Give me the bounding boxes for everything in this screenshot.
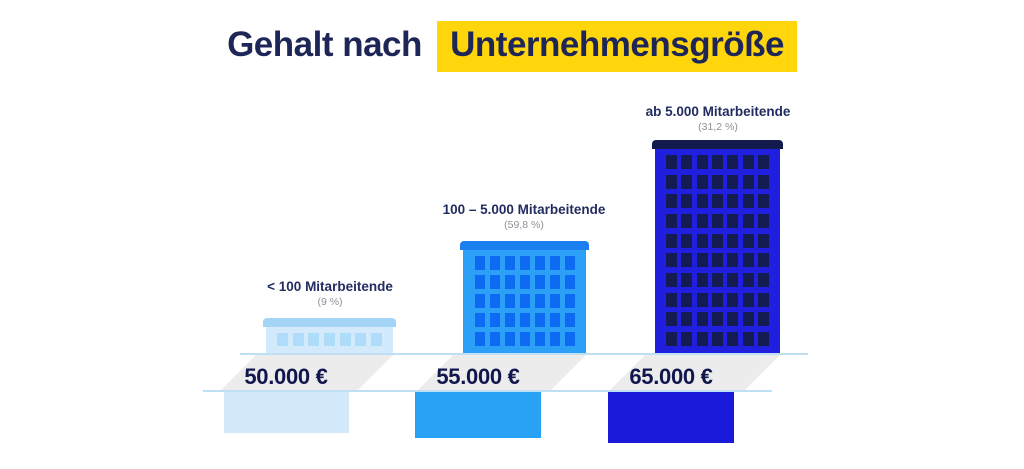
salary-value-medium: 55.000 € [436,364,520,389]
category-name: ab 5.000 Mitarbeitende [645,104,791,119]
building-icon-medium [460,241,589,353]
chart-title-prefix: Gehalt nach [227,25,422,64]
building-icon-small [263,318,396,353]
building-roof [652,140,783,149]
category-share: (59,8 %) [504,219,544,231]
category-label-medium: 100 – 5.000 Mitarbeitende (59,8 %) [394,201,654,232]
bar-medium [415,392,541,438]
building-windows [463,249,586,353]
category-share: (9 %) [317,296,343,308]
category-label-large: ab 5.000 Mitarbeitende (31,2 %) [588,103,848,134]
bar-large [608,392,734,443]
category-share: (31,2 %) [698,121,738,133]
building-windows [655,148,780,353]
category-label-small: < 100 Mitarbeitende (9 %) [200,278,460,309]
bar-small [224,392,349,433]
chart-title: Gehalt nach Unternehmensgröße [0,21,1024,72]
ground-line-top [240,353,808,355]
category-name: < 100 Mitarbeitende [267,279,393,294]
category-name: 100 – 5.000 Mitarbeitende [442,202,606,217]
building-icon-large [652,140,783,353]
chart-title-highlight: Unternehmensgröße [437,21,797,72]
building-roof [460,241,589,250]
salary-value-large: 65.000 € [629,364,713,389]
salary-value-small: 50.000 € [244,364,328,389]
building-windows [266,326,393,353]
building-roof [263,318,396,327]
ground-line-bottom [203,390,772,392]
